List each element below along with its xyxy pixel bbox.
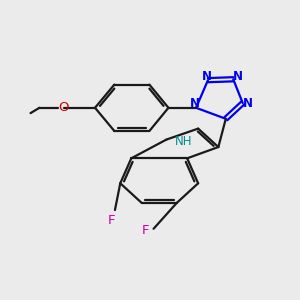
Text: F: F — [108, 214, 116, 227]
Text: N: N — [202, 70, 212, 83]
Text: O: O — [58, 101, 69, 114]
Text: N: N — [190, 98, 200, 110]
Text: N: N — [233, 70, 243, 83]
Text: NH: NH — [175, 135, 193, 148]
Text: N: N — [243, 97, 253, 110]
Text: F: F — [142, 224, 149, 237]
